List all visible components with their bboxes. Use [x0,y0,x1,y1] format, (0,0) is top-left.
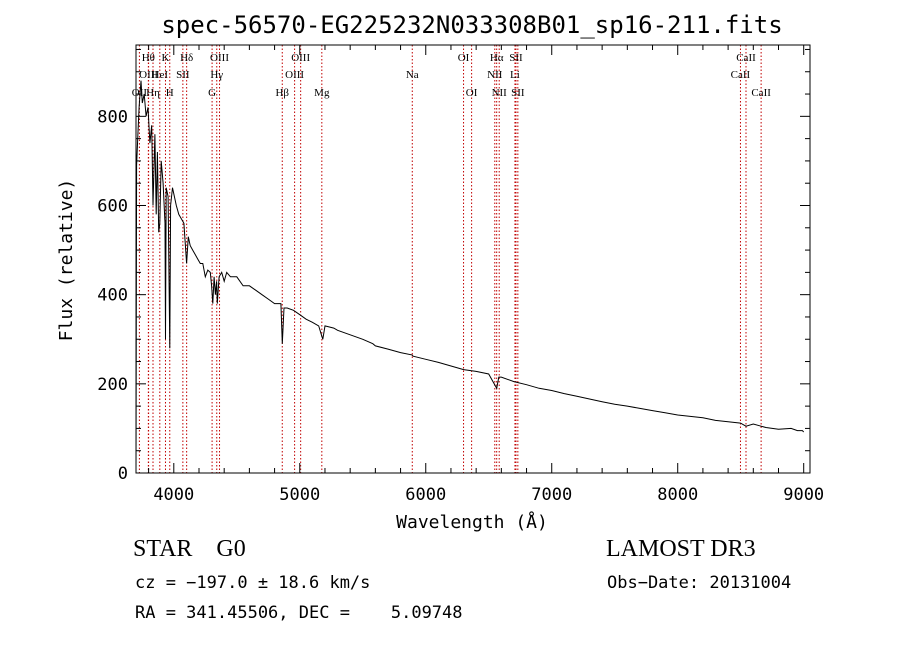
chart-title: spec-56570-EG225232N033308B01_sp16-211.f… [161,11,782,39]
y-tick-label: 400 [97,286,128,306]
line-label: CaII [751,87,771,99]
y-tick-label: 800 [97,107,128,127]
line-label: OIII [291,52,310,64]
x-tick-label: 8000 [657,485,698,505]
line-label: Na [406,69,419,81]
x-tick-label: 6000 [405,485,446,505]
line-label: H [166,87,174,99]
x-tick-label: 9000 [783,485,824,505]
line-label: NII [487,69,503,81]
spectral-class: STAR G0 [133,536,246,562]
line-label: OI [466,87,478,99]
line-label: Li [510,69,520,81]
line-label: OIII [210,52,229,64]
spectral-line-labels: OIIHθOIIIHηHeIKHSIIHδGHγOIIIHβOIIIOIIIMg… [132,52,771,99]
line-label: Hγ [210,69,223,81]
observation-date: Obs−Date: 20131004 [607,573,792,593]
x-tick-label: 7000 [531,485,572,505]
x-axis: 4000 5000 6000 7000 8000 9000 [148,45,824,505]
line-label: SII [509,52,523,64]
line-label: Hθ [142,52,155,64]
line-label: CaII [731,69,751,81]
line-label: OIII [139,69,158,81]
line-label: Hδ [180,52,193,64]
spectral-line-markers [138,45,762,473]
line-label: G [208,87,216,99]
line-label: HeI [152,69,169,81]
x-tick-label: 4000 [153,485,194,505]
line-label: Hβ [275,87,289,99]
line-label: CaII [736,52,756,64]
line-label: SII [511,87,525,99]
line-label: OI [458,52,470,64]
spectrum-line [135,80,805,474]
y-tick-label: 0 [118,464,128,484]
y-axis: 0 200 400 600 800 [97,48,810,484]
y-tick-label: 600 [97,197,128,217]
line-label: Hη [146,87,160,99]
line-label: SII [176,69,190,81]
y-tick-label: 200 [97,375,128,395]
x-axis-label: Wavelength (Å) [396,511,548,533]
coordinates: RA = 341.45506, DEC = 5.09748 [135,603,463,623]
line-label: Hα [490,52,504,64]
line-label: OIII [285,69,304,81]
line-label: Mg [314,87,330,99]
redshift-velocity: cz = −197.0 ± 18.6 km/s [135,573,371,593]
line-label: K [162,52,170,64]
x-tick-label: 5000 [279,485,320,505]
line-label: NII [492,87,508,99]
y-axis-label: Flux (relative) [56,179,77,342]
survey-name: LAMOST DR3 [606,536,756,562]
plot-frame [135,44,811,474]
